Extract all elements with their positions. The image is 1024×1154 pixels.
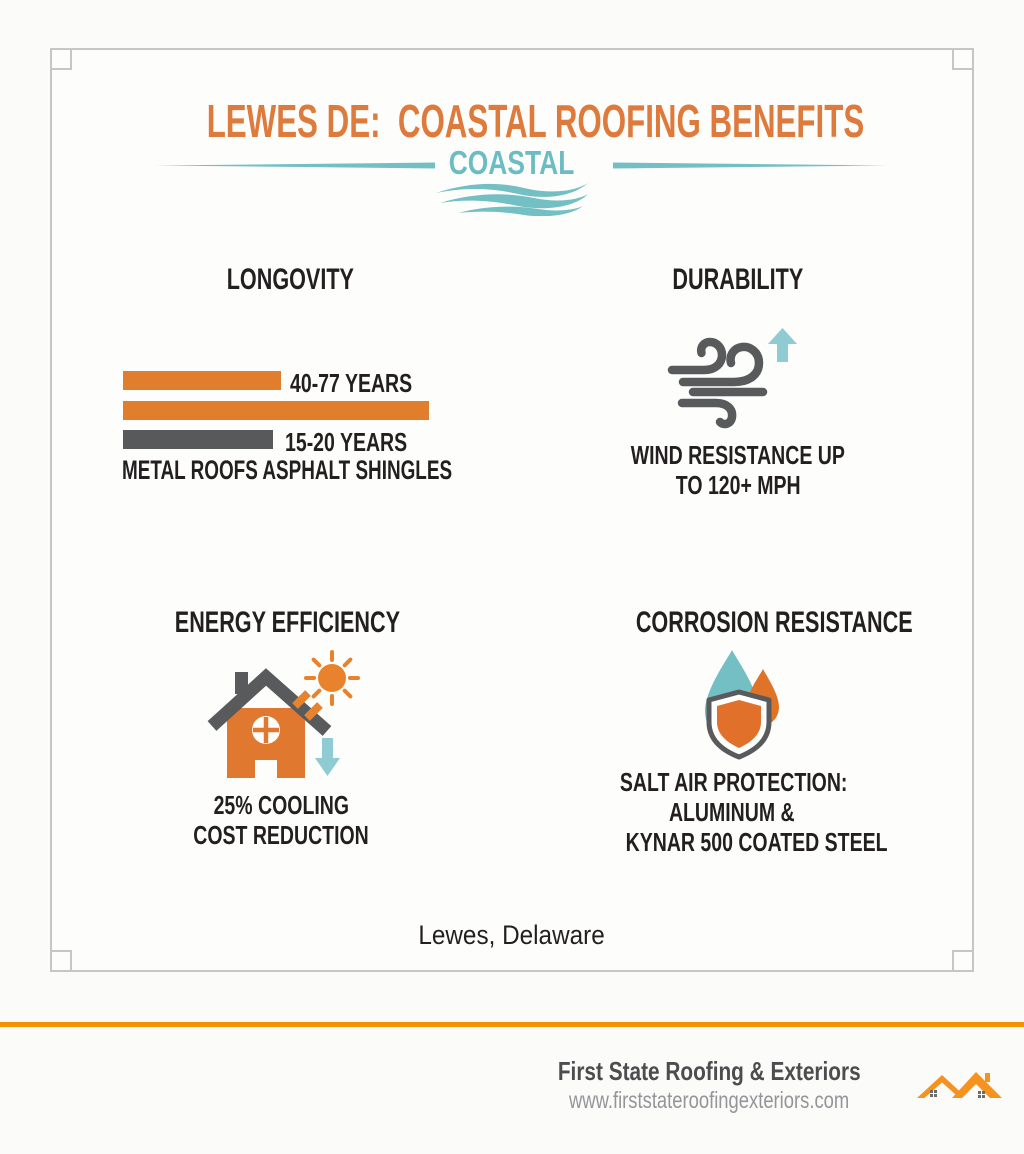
droplet-shield-icon xyxy=(705,650,779,760)
infographic-card: LEWES DE: COASTAL ROOFING BENEFITS COAST… xyxy=(50,48,974,972)
coastal-divider-left xyxy=(155,162,435,169)
bar-asphalt-shingles xyxy=(123,430,273,449)
bar-chart-caption: METAL ROOFS ASPHALT SHINGLES xyxy=(122,455,453,485)
footer-divider xyxy=(0,1022,1024,1027)
corrosion-resistance-text: SALT AIR PROTECTION: ALUMINUM & KYNAR 50… xyxy=(619,767,888,858)
bar-metal-roofs-max xyxy=(123,401,429,420)
frame-corner-bottom-right xyxy=(952,950,974,972)
section-title-longevity: LONGOVITY xyxy=(226,263,354,296)
frame-corner-top-right xyxy=(952,48,974,70)
location-caption: Lewes, Delaware xyxy=(418,920,606,950)
footer-brand-block: First State Roofing & Exteriors www.firs… xyxy=(520,1056,1005,1113)
company-website: www.firststateroofingexteriors.com xyxy=(568,1086,849,1113)
company-name: First State Roofing & Exteriors xyxy=(557,1056,861,1086)
house-energy-icon xyxy=(207,650,360,778)
energy-efficiency-text: 25% COOLING COST REDUCTION xyxy=(193,790,369,851)
coastal-badge: COASTAL xyxy=(449,144,575,181)
bar-metal-roofs-min xyxy=(123,371,281,390)
section-title-corrosion-resistance: CORROSION RESISTANCE xyxy=(635,606,913,639)
footer-brand-text: First State Roofing & Exteriors www.firs… xyxy=(520,1056,899,1113)
company-logo-icon xyxy=(917,1072,1002,1099)
durability-text: WIND RESISTANCE UP TO 120+ MPH xyxy=(630,440,846,501)
section-title-energy-efficiency: ENERGY EFFICIENCY xyxy=(174,606,401,639)
wind-icon xyxy=(667,328,797,429)
coastal-divider-right xyxy=(613,162,887,169)
bar-label-asphalt-shingles: 15-20 YEARS xyxy=(285,427,408,457)
frame-corner-top-left xyxy=(50,48,72,70)
section-title-durability: DURABILITY xyxy=(672,263,804,296)
frame-corner-bottom-left xyxy=(50,950,72,972)
wave-icon xyxy=(436,183,588,216)
page-title: LEWES DE: COASTAL ROOFING BENEFITS xyxy=(206,95,865,147)
bar-label-metal-roofs: 40-77 YEARS xyxy=(290,368,413,398)
